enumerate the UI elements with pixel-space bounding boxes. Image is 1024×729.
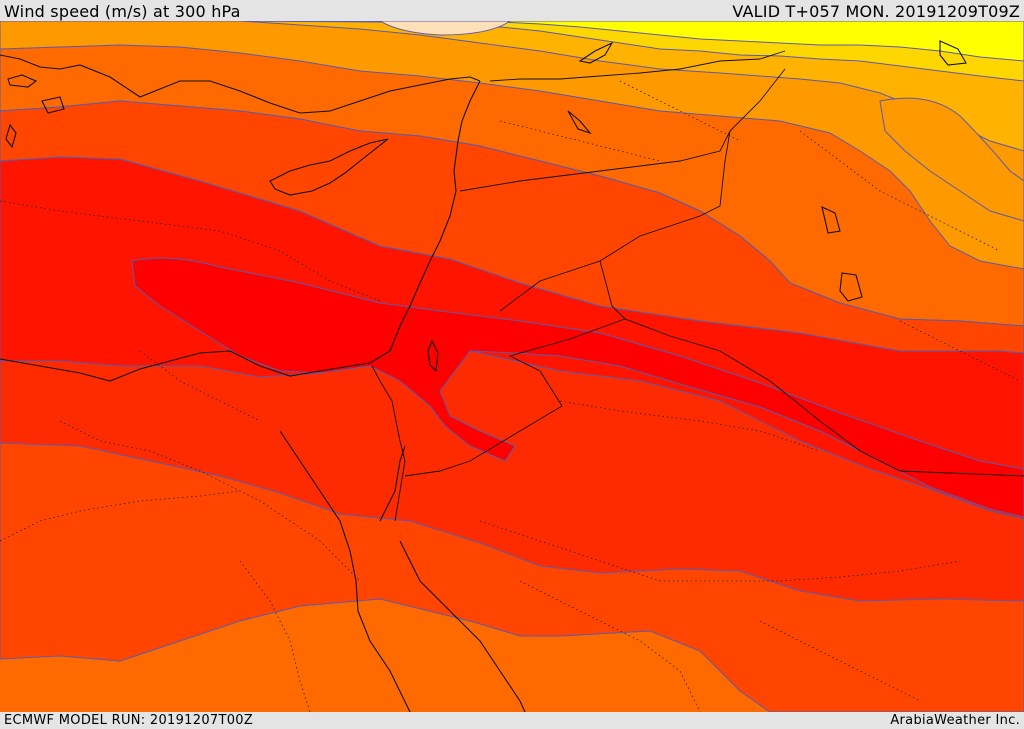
band-amber — [0, 21, 1024, 270]
band-red-orange-north — [0, 100, 1024, 354]
map-canvas — [0, 21, 1024, 712]
footer-bar: ECMWF MODEL RUN: 20191207T00Z ArabiaWeat… — [0, 712, 1024, 729]
coastlines — [0, 40, 967, 712]
wind-speed-map — [0, 21, 1024, 712]
band-core-red — [131, 257, 1024, 518]
admin-boundaries — [0, 80, 1021, 712]
map-title: Wind speed (m/s) at 300 hPa — [4, 2, 241, 21]
borders — [371, 50, 1024, 522]
credit-label: ArabiaWeather Inc. — [890, 713, 1020, 728]
valid-time: VALID T+057 MON. 20191209T09Z — [732, 2, 1020, 21]
band-yellow — [269, 21, 1024, 62]
model-run-label: ECMWF MODEL RUN: 20191207T00Z — [4, 713, 254, 728]
band-peach — [379, 21, 511, 36]
header-bar: Wind speed (m/s) at 300 hPa VALID T+057 … — [0, 0, 1024, 21]
band-amber-pocket — [879, 97, 1024, 222]
